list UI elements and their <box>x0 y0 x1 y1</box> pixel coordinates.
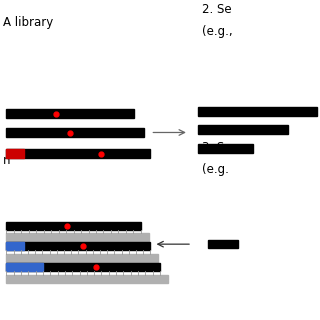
Bar <box>6 243 24 250</box>
Bar <box>6 254 158 262</box>
Bar <box>6 128 144 137</box>
Bar <box>6 275 168 283</box>
Bar <box>198 144 253 153</box>
Text: (e.g.,: (e.g., <box>202 26 232 38</box>
Bar <box>6 243 150 250</box>
Text: 2. Se: 2. Se <box>202 3 231 16</box>
Bar <box>6 263 43 271</box>
Bar <box>198 125 288 134</box>
Bar <box>6 234 149 242</box>
Text: (e.g.: (e.g. <box>202 163 228 176</box>
Bar <box>6 149 24 158</box>
Bar <box>6 149 150 158</box>
Text: n: n <box>3 154 11 166</box>
Bar <box>6 109 134 118</box>
Text: A library: A library <box>3 16 53 29</box>
Bar <box>208 240 238 248</box>
Bar <box>6 221 141 230</box>
Bar <box>198 107 317 116</box>
Bar <box>6 263 160 271</box>
Text: 3. Se: 3. Se <box>202 141 231 154</box>
